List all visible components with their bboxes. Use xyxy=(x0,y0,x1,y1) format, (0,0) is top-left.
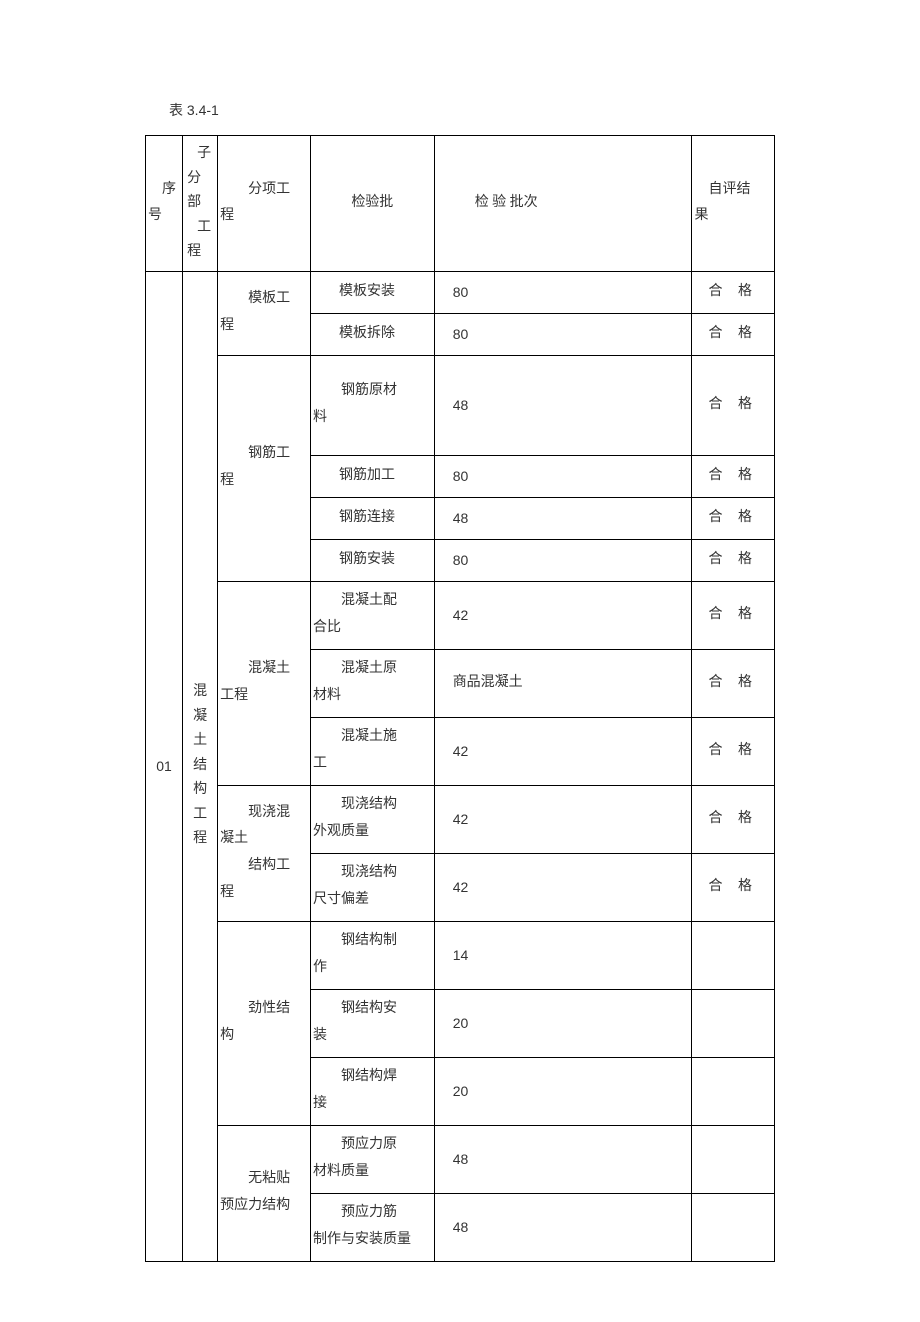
batch-cell: 42 xyxy=(434,717,692,785)
sub-cell: 混凝土结构工程 xyxy=(183,271,218,1261)
inspect-cell: 现浇结构尺寸偏差 xyxy=(310,853,434,921)
batch-cell: 20 xyxy=(434,1057,692,1125)
header-result: 自评结果 xyxy=(692,136,775,272)
inspect-cell: 混凝土配合比 xyxy=(310,581,434,649)
inspect-cell: 模板拆除 xyxy=(310,313,434,355)
header-inspect: 检验批 xyxy=(310,136,434,272)
inspect-cell: 预应力筋制作与安装质量 xyxy=(310,1193,434,1261)
result-cell xyxy=(692,989,775,1057)
result-cell: 合 格 xyxy=(692,313,775,355)
inspect-cell: 钢结构安装 xyxy=(310,989,434,1057)
result-cell xyxy=(692,1125,775,1193)
item-cell: 现浇混凝土结构工程 xyxy=(218,785,311,921)
batch-cell: 48 xyxy=(434,1193,692,1261)
item-cell: 模板工程 xyxy=(218,271,311,355)
inspection-table: 序号子分部工程分项工程检验批检 验 批次自评结果 01混凝土结构工程模板工程模板安… xyxy=(145,135,775,1262)
result-cell: 合 格 xyxy=(692,853,775,921)
inspect-cell: 模板安装 xyxy=(310,271,434,313)
batch-cell: 48 xyxy=(434,1125,692,1193)
result-cell: 合 格 xyxy=(692,539,775,581)
item-cell: 钢筋工程 xyxy=(218,355,311,581)
result-cell: 合 格 xyxy=(692,785,775,853)
batch-cell: 商品混凝土 xyxy=(434,649,692,717)
item-cell: 劲性结构 xyxy=(218,921,311,1125)
result-cell: 合 格 xyxy=(692,455,775,497)
inspect-cell: 钢筋原材料 xyxy=(310,355,434,455)
result-cell: 合 格 xyxy=(692,271,775,313)
inspect-cell: 钢结构制作 xyxy=(310,921,434,989)
inspect-cell: 现浇结构外观质量 xyxy=(310,785,434,853)
inspect-cell: 钢筋连接 xyxy=(310,497,434,539)
result-cell: 合 格 xyxy=(692,581,775,649)
batch-cell: 80 xyxy=(434,313,692,355)
result-cell: 合 格 xyxy=(692,497,775,539)
batch-cell: 80 xyxy=(434,271,692,313)
batch-cell: 20 xyxy=(434,989,692,1057)
inspect-cell: 钢筋加工 xyxy=(310,455,434,497)
seq-cell: 01 xyxy=(146,271,183,1261)
inspect-cell: 混凝土施工 xyxy=(310,717,434,785)
batch-cell: 48 xyxy=(434,497,692,539)
header-batch: 检 验 批次 xyxy=(434,136,692,272)
result-cell xyxy=(692,1193,775,1261)
header-sub: 子分部工程 xyxy=(183,136,218,272)
batch-cell: 42 xyxy=(434,581,692,649)
inspect-cell: 钢结构焊接 xyxy=(310,1057,434,1125)
item-cell: 混凝土工程 xyxy=(218,581,311,785)
result-cell: 合 格 xyxy=(692,355,775,455)
table-caption: 表 3.4-1 xyxy=(145,100,775,120)
batch-cell: 42 xyxy=(434,785,692,853)
batch-cell: 14 xyxy=(434,921,692,989)
header-seq: 序号 xyxy=(146,136,183,272)
result-cell xyxy=(692,921,775,989)
batch-cell: 80 xyxy=(434,455,692,497)
batch-cell: 48 xyxy=(434,355,692,455)
batch-cell: 42 xyxy=(434,853,692,921)
batch-cell: 80 xyxy=(434,539,692,581)
inspect-cell: 预应力原材料质量 xyxy=(310,1125,434,1193)
inspect-cell: 混凝土原材料 xyxy=(310,649,434,717)
result-cell: 合 格 xyxy=(692,649,775,717)
result-cell xyxy=(692,1057,775,1125)
item-cell: 无粘贴预应力结构 xyxy=(218,1125,311,1261)
header-item: 分项工程 xyxy=(218,136,311,272)
result-cell: 合 格 xyxy=(692,717,775,785)
inspect-cell: 钢筋安装 xyxy=(310,539,434,581)
